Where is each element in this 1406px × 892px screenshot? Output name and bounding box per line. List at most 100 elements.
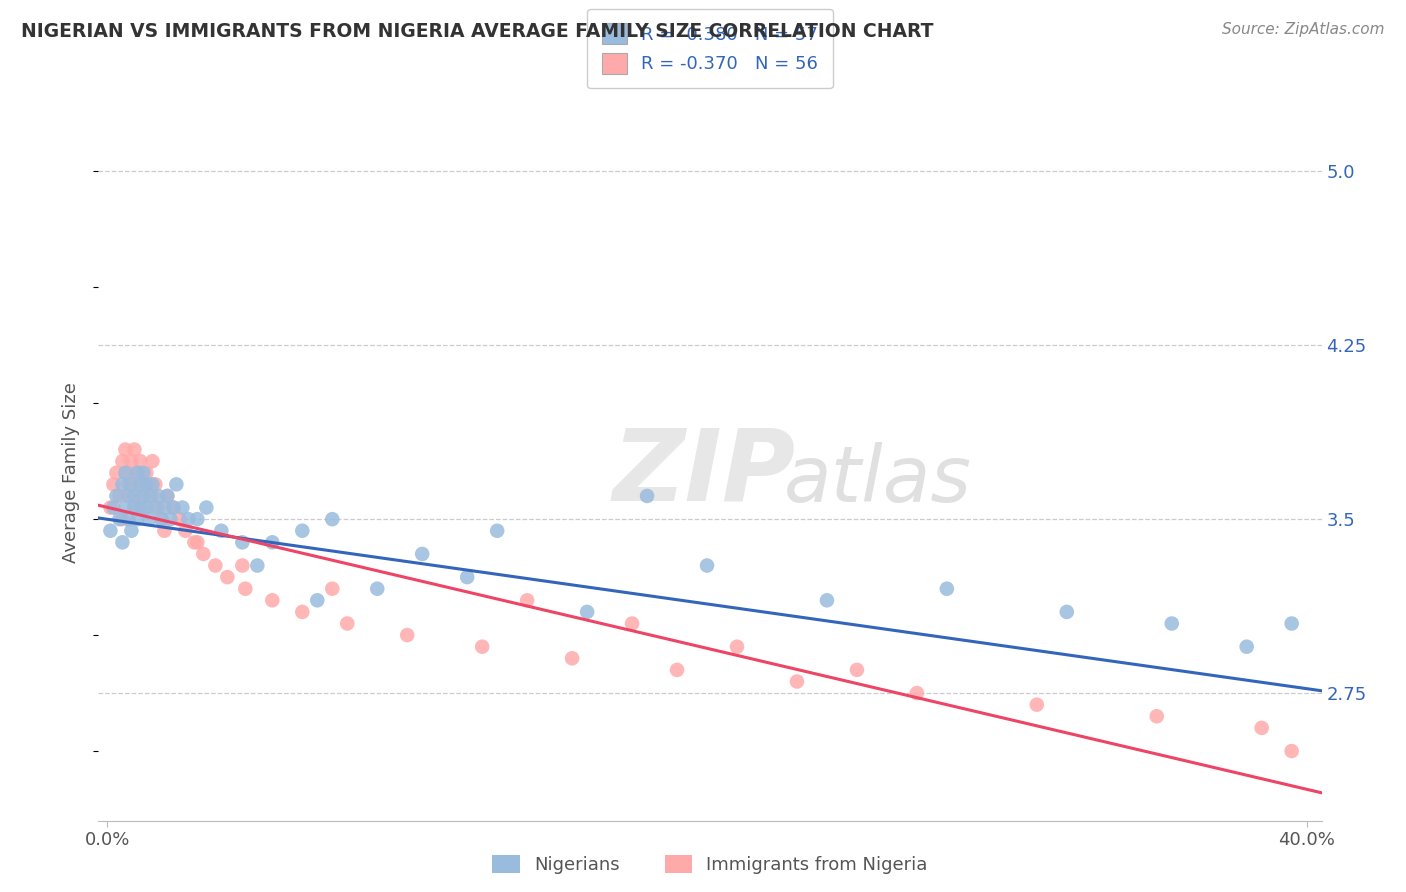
Point xyxy=(132,489,155,503)
Point xyxy=(935,582,957,596)
Point xyxy=(486,524,509,538)
Point xyxy=(231,535,253,549)
Text: atlas: atlas xyxy=(783,442,972,517)
Point xyxy=(135,500,157,515)
Point xyxy=(193,547,215,561)
Point xyxy=(183,535,205,549)
Point xyxy=(120,524,142,538)
Point xyxy=(132,477,155,491)
Point xyxy=(100,500,122,515)
Point xyxy=(561,651,583,665)
Point xyxy=(666,663,689,677)
Text: ZIP: ZIP xyxy=(612,425,796,521)
Point xyxy=(132,466,155,480)
Point xyxy=(124,500,146,515)
Y-axis label: Average Family Size: Average Family Size xyxy=(62,383,80,563)
Point xyxy=(120,454,142,468)
Point xyxy=(165,477,187,491)
Point xyxy=(172,500,194,515)
Point xyxy=(117,466,139,480)
Point xyxy=(153,524,176,538)
Point xyxy=(114,466,136,480)
Point xyxy=(156,489,179,503)
Point xyxy=(124,500,146,515)
Point xyxy=(120,477,142,491)
Point xyxy=(103,477,125,491)
Point xyxy=(1236,640,1258,654)
Point xyxy=(396,628,419,642)
Point xyxy=(246,558,269,573)
Point xyxy=(162,500,184,515)
Point xyxy=(135,477,157,491)
Point xyxy=(905,686,928,700)
Point xyxy=(186,512,208,526)
Legend: Nigerians, Immigrants from Nigeria: Nigerians, Immigrants from Nigeria xyxy=(485,847,935,881)
Point xyxy=(141,489,163,503)
Point xyxy=(696,558,718,573)
Point xyxy=(114,500,136,515)
Point xyxy=(117,489,139,503)
Point xyxy=(174,524,197,538)
Point xyxy=(127,477,149,491)
Point xyxy=(138,512,160,526)
Point xyxy=(411,547,433,561)
Point xyxy=(262,593,284,607)
Point xyxy=(129,500,152,515)
Point xyxy=(111,477,134,491)
Point xyxy=(516,593,538,607)
Point xyxy=(366,582,388,596)
Point xyxy=(1160,616,1182,631)
Point xyxy=(117,477,139,491)
Point xyxy=(129,454,152,468)
Point xyxy=(108,489,131,503)
Point xyxy=(111,454,134,468)
Point xyxy=(845,663,868,677)
Point xyxy=(262,535,284,549)
Point xyxy=(108,512,131,526)
Point xyxy=(471,640,494,654)
Point xyxy=(576,605,599,619)
Point xyxy=(132,500,155,515)
Point xyxy=(111,512,134,526)
Point xyxy=(233,582,256,596)
Point xyxy=(145,500,167,515)
Point xyxy=(1056,605,1078,619)
Point xyxy=(105,489,128,503)
Point xyxy=(786,674,808,689)
Point xyxy=(307,593,329,607)
Point xyxy=(135,466,157,480)
Point xyxy=(148,489,170,503)
Point xyxy=(321,512,343,526)
Point xyxy=(150,512,173,526)
Point xyxy=(456,570,478,584)
Point xyxy=(336,616,359,631)
Point xyxy=(138,477,160,491)
Text: NIGERIAN VS IMMIGRANTS FROM NIGERIA AVERAGE FAMILY SIZE CORRELATION CHART: NIGERIAN VS IMMIGRANTS FROM NIGERIA AVER… xyxy=(21,22,934,41)
Point xyxy=(117,512,139,526)
Point xyxy=(217,570,239,584)
Point xyxy=(291,605,314,619)
Point xyxy=(636,489,658,503)
Point xyxy=(1281,616,1303,631)
Point xyxy=(169,512,191,526)
Point xyxy=(156,489,179,503)
Point xyxy=(127,466,149,480)
Point xyxy=(124,489,146,503)
Point xyxy=(150,512,173,526)
Point xyxy=(120,489,142,503)
Point xyxy=(231,558,253,573)
Point xyxy=(124,442,146,457)
Point xyxy=(100,524,122,538)
Point xyxy=(177,512,200,526)
Point xyxy=(186,535,208,549)
Point xyxy=(145,477,167,491)
Point xyxy=(1250,721,1272,735)
Point xyxy=(105,466,128,480)
Text: Source: ZipAtlas.com: Source: ZipAtlas.com xyxy=(1222,22,1385,37)
Point xyxy=(159,512,181,526)
Point xyxy=(209,524,232,538)
Point xyxy=(291,524,314,538)
Point xyxy=(725,640,748,654)
Point xyxy=(204,558,226,573)
Point xyxy=(129,477,152,491)
